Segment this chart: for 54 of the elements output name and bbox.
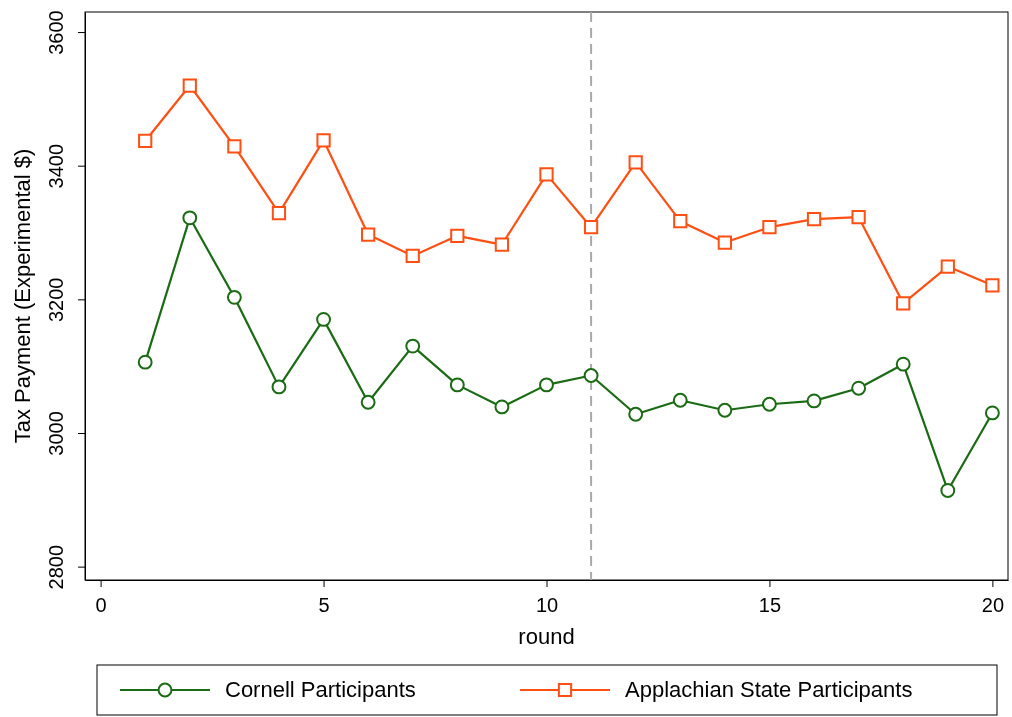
point	[940, 483, 956, 498]
point	[182, 210, 198, 226]
y-tick-label: 2800	[45, 544, 67, 590]
point	[628, 406, 644, 422]
point	[494, 237, 510, 252]
x-tick-label: 5	[318, 594, 330, 616]
point	[494, 399, 510, 415]
point	[940, 259, 955, 274]
point	[227, 139, 242, 154]
point	[985, 278, 1000, 293]
point	[717, 235, 732, 250]
point	[449, 377, 465, 393]
point	[673, 214, 688, 229]
y-axis-title: Tax Payment (Experimental $)	[10, 148, 35, 444]
point	[628, 155, 643, 170]
point	[762, 220, 777, 235]
point	[851, 210, 866, 225]
point	[806, 393, 822, 409]
x-tick-label: 10	[535, 594, 559, 616]
point	[583, 220, 599, 235]
y-tick-label: 3200	[45, 277, 67, 323]
point	[762, 396, 777, 412]
point	[717, 402, 733, 418]
point	[984, 405, 1000, 421]
y-tick-label: 3400	[45, 143, 67, 189]
point	[851, 380, 867, 396]
x-tick-label: 20	[981, 594, 1005, 616]
point	[539, 377, 554, 393]
point	[271, 206, 287, 221]
x-axis-title: round	[518, 624, 575, 649]
point	[316, 311, 331, 327]
point	[896, 296, 911, 311]
point	[450, 228, 465, 243]
point	[138, 133, 153, 149]
point	[137, 354, 153, 370]
legend-label: Cornell Participants	[225, 677, 416, 702]
x-tick-label: 0	[95, 594, 107, 616]
point	[361, 227, 376, 242]
point	[895, 356, 911, 372]
point	[405, 248, 420, 264]
y-tick-label: 3000	[45, 411, 67, 456]
point	[182, 78, 197, 93]
y-tick-label: 3600	[45, 10, 67, 55]
point	[539, 167, 554, 182]
point	[360, 394, 376, 410]
point	[405, 338, 421, 354]
point	[583, 368, 599, 383]
legend-label: Applachian State Participants	[625, 677, 913, 702]
point	[226, 289, 242, 305]
point	[806, 212, 822, 227]
point	[672, 392, 688, 408]
point	[271, 379, 287, 395]
point	[316, 133, 331, 148]
x-tick-label: 15	[758, 594, 782, 616]
